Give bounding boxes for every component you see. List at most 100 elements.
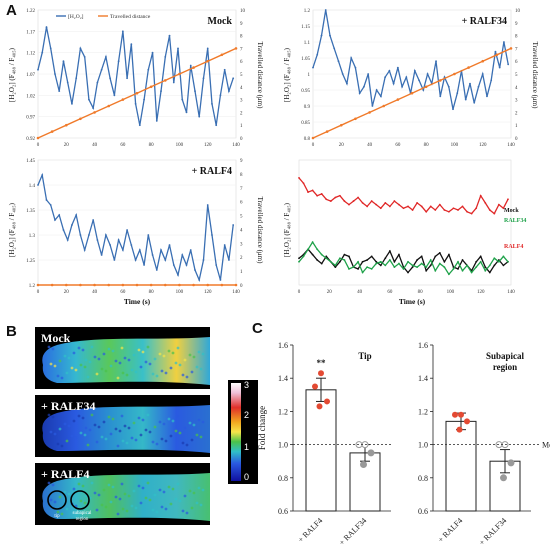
data-point [426,73,429,75]
x-tick-label: 0 [312,143,315,148]
speckle [116,444,120,448]
x-tick-label: 40 [92,290,98,295]
data-point [126,229,128,231]
y2-tick-label: 9 [240,159,243,164]
data-point [475,260,478,263]
y2-tick-label: 7 [515,47,518,52]
speckle [74,504,78,508]
data-point [420,205,423,208]
bar-chart-subapical-svg: 0.6 0.8 1.0 1.2 1.4 1.6 + RALF4 + RALF34 Mock Sub… [418,341,550,547]
x-tick-label: 20 [339,143,345,148]
speckle [121,371,125,375]
chart-title: region [493,362,517,372]
speckle [83,433,87,437]
data-point [220,283,224,287]
data-point [393,200,396,202]
speckle [93,423,97,427]
data-point [461,259,464,261]
data-point [36,136,40,140]
y-tick-label: 1.07 [26,73,35,78]
micrograph-mock: Mock [35,327,210,389]
data-point [160,249,162,251]
chart-title: Subapical [486,351,525,361]
data-point [352,266,355,269]
x-tick-label: 60 [387,290,393,295]
data-point [425,269,428,272]
speckle [176,482,180,486]
data-point [435,60,437,63]
speckle [167,417,171,421]
micrograph-ralf4: tip subapical region + RALF4 [35,463,210,525]
data-point [488,264,491,267]
data-point [407,205,409,208]
series-line [37,26,234,126]
data-point [448,273,450,276]
data-point [215,264,218,266]
data-point [443,266,446,269]
speckle [148,362,152,366]
data-point [134,102,137,105]
data-point [298,257,300,260]
speckle [114,495,118,499]
data-point [113,259,116,261]
speckle [125,509,129,513]
data-point [420,255,423,258]
data-point [62,60,65,63]
significance-marker: ** [317,358,327,368]
speckle [195,501,199,505]
speckle [141,418,145,422]
y2-axis-title: Travelled distance (μm) [256,197,264,265]
speckle [134,438,138,442]
y2-tick-label: 5 [240,73,243,78]
data-point [418,79,420,82]
speckle [153,425,157,429]
y-tick-label: 1.0 [278,441,288,450]
speckle [155,374,159,378]
data-point [370,255,373,258]
speckle [102,488,106,492]
y2-tick-label: 4 [515,86,518,91]
data-point [88,98,90,101]
x-tick-label: 100 [451,143,459,148]
speckle [77,414,81,418]
roi-subapical-label: region [76,517,89,522]
speckle [137,416,141,420]
speckle [90,481,94,485]
x-tick-label: + RALF4 [296,516,324,544]
data-point [420,262,423,265]
data-point [507,459,515,467]
data-point [155,120,158,122]
data-point [223,68,226,71]
speckle [201,352,205,356]
data-point [316,259,319,261]
data-point [393,266,396,269]
speckle [63,354,67,358]
x-tick-label: 0 [37,290,40,295]
data-point [402,207,405,210]
speckle [72,487,76,491]
data-point [206,204,209,206]
data-point [138,249,141,251]
speckle [199,435,203,439]
speckle [132,489,136,493]
y-tick-label: 1.6 [278,341,288,350]
y2-tick-label: 9 [515,22,518,27]
data-point [117,239,120,241]
y2-tick-label: 9 [240,22,243,27]
speckle [162,354,166,358]
y-tick-label: 0.8 [304,137,311,142]
speckle [102,352,106,356]
data-point [320,34,323,37]
y-tick-label: 1.45 [26,159,35,164]
speckle [74,368,78,372]
speckle [139,433,143,437]
data-point [338,194,341,197]
speckle [146,345,150,349]
data-point [466,210,468,213]
speckle [176,414,180,418]
speckle [95,508,99,512]
speckle [86,443,90,447]
chart-title: + RALF4 [192,166,232,177]
speckle [118,429,122,433]
data-point [405,76,408,79]
